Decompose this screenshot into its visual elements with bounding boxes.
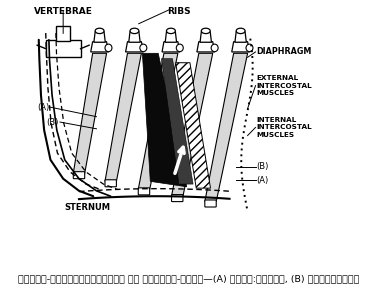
- FancyBboxPatch shape: [73, 172, 85, 179]
- Polygon shape: [161, 59, 193, 184]
- Text: (A): (A): [37, 103, 49, 112]
- Ellipse shape: [130, 28, 139, 34]
- Text: STERNUM: STERNUM: [64, 203, 110, 211]
- Text: चित्र-श्वासोच्छ्वास की क्रिया-विधि—(A) अन्त:श्वास, (B) उच्छ्वास।: चित्र-श्वासोच्छ्वास की क्रिया-विधि—(A) अ…: [18, 274, 359, 283]
- FancyBboxPatch shape: [46, 40, 81, 57]
- Polygon shape: [73, 53, 107, 173]
- Text: (B): (B): [256, 162, 269, 171]
- Ellipse shape: [176, 44, 183, 52]
- Polygon shape: [232, 42, 250, 52]
- Polygon shape: [126, 42, 143, 52]
- Polygon shape: [162, 42, 180, 52]
- Polygon shape: [197, 42, 215, 52]
- Text: VERTEBRAE: VERTEBRAE: [34, 7, 93, 16]
- Ellipse shape: [95, 28, 104, 34]
- Ellipse shape: [201, 28, 210, 34]
- FancyBboxPatch shape: [205, 200, 216, 207]
- Polygon shape: [143, 53, 187, 187]
- Ellipse shape: [167, 28, 175, 34]
- Ellipse shape: [140, 44, 147, 52]
- FancyBboxPatch shape: [172, 195, 183, 202]
- Polygon shape: [129, 32, 140, 42]
- Ellipse shape: [105, 44, 112, 52]
- Text: DIAPHRAGM: DIAPHRAGM: [256, 47, 312, 56]
- Text: EXTERNAL
INTERCOSTAL
MUSCLES: EXTERNAL INTERCOSTAL MUSCLES: [256, 75, 312, 96]
- Polygon shape: [176, 63, 210, 188]
- FancyBboxPatch shape: [105, 180, 116, 187]
- Polygon shape: [105, 53, 141, 181]
- Text: (B): (B): [47, 118, 59, 126]
- Ellipse shape: [246, 44, 253, 52]
- Text: RIBS: RIBS: [167, 7, 191, 16]
- Text: INTERNAL
INTERCOSTAL
MUSCLES: INTERNAL INTERCOSTAL MUSCLES: [256, 117, 312, 138]
- Polygon shape: [235, 32, 246, 42]
- Ellipse shape: [236, 28, 245, 34]
- Ellipse shape: [211, 44, 218, 52]
- FancyBboxPatch shape: [56, 26, 70, 41]
- FancyBboxPatch shape: [138, 188, 150, 195]
- Polygon shape: [138, 53, 178, 189]
- Polygon shape: [94, 32, 105, 42]
- Polygon shape: [205, 53, 248, 202]
- Polygon shape: [172, 53, 213, 196]
- Text: (A): (A): [256, 176, 269, 185]
- Polygon shape: [91, 42, 109, 52]
- Polygon shape: [200, 32, 211, 42]
- Polygon shape: [165, 32, 176, 42]
